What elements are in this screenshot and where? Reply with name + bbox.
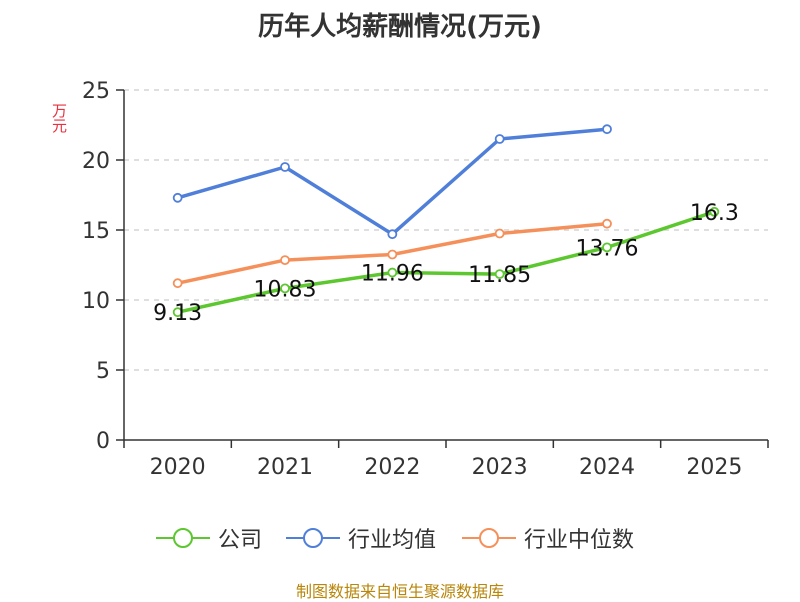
data-point — [172, 307, 183, 318]
y-axis-label: 万元 — [52, 102, 68, 135]
legend: 公司 行业均值 行业中位数 — [0, 520, 800, 556]
legend-item-industry-mean[interactable]: 行业均值 — [286, 520, 436, 556]
y-tick-label: 15 — [82, 219, 110, 244]
legend-item-company[interactable]: 公司 — [156, 520, 262, 556]
data-point — [494, 269, 505, 280]
x-tick-label: 2025 — [686, 455, 742, 480]
legend-label-industry-mean: 行业均值 — [348, 528, 437, 553]
data-label: 16.3 — [690, 201, 739, 226]
data-label: 13.76 — [576, 236, 639, 261]
x-tick-label: 2021 — [257, 455, 313, 480]
x-tick-label: 2020 — [150, 455, 206, 480]
legend-marker-icon — [156, 528, 210, 548]
x-tick-label: 2023 — [472, 455, 528, 480]
data-point — [280, 162, 290, 172]
legend-label-industry-median: 行业中位数 — [524, 528, 635, 553]
data-point — [494, 134, 505, 144]
data-point — [602, 218, 612, 229]
data-point — [280, 283, 290, 294]
legend-item-industry-median[interactable]: 行业中位数 — [462, 520, 634, 556]
legend-label-company: 公司 — [218, 528, 263, 553]
chart-title: 历年人均薪酬情况(万元) — [258, 12, 542, 42]
data-point — [709, 206, 720, 217]
data-point — [387, 249, 398, 260]
y-tick-label: 10 — [82, 289, 110, 314]
data-point — [172, 278, 183, 289]
data-point — [494, 228, 505, 239]
data-label: 11.96 — [361, 262, 424, 287]
legend-marker-icon — [462, 528, 516, 548]
x-tick-label: 2022 — [364, 455, 420, 480]
data-label: 11.85 — [468, 263, 531, 288]
y-tick-label: 0 — [96, 429, 110, 454]
y-tick-label: 20 — [82, 149, 110, 174]
x-tick-label: 2024 — [579, 455, 635, 480]
data-source-note: 制图数据来自恒生聚源数据库 — [295, 582, 504, 601]
data-point — [602, 124, 612, 135]
data-point — [280, 255, 290, 266]
data-label: 10.83 — [254, 277, 317, 302]
data-point — [387, 267, 398, 278]
series-line — [177, 127, 608, 236]
y-tick-label: 25 — [82, 79, 110, 104]
data-label: 9.13 — [153, 301, 202, 326]
data-point — [387, 229, 398, 240]
series-line — [177, 210, 715, 314]
legend-marker-icon — [286, 528, 340, 548]
y-tick-label: 5 — [96, 359, 110, 384]
data-point — [172, 192, 183, 203]
data-point — [602, 242, 612, 253]
